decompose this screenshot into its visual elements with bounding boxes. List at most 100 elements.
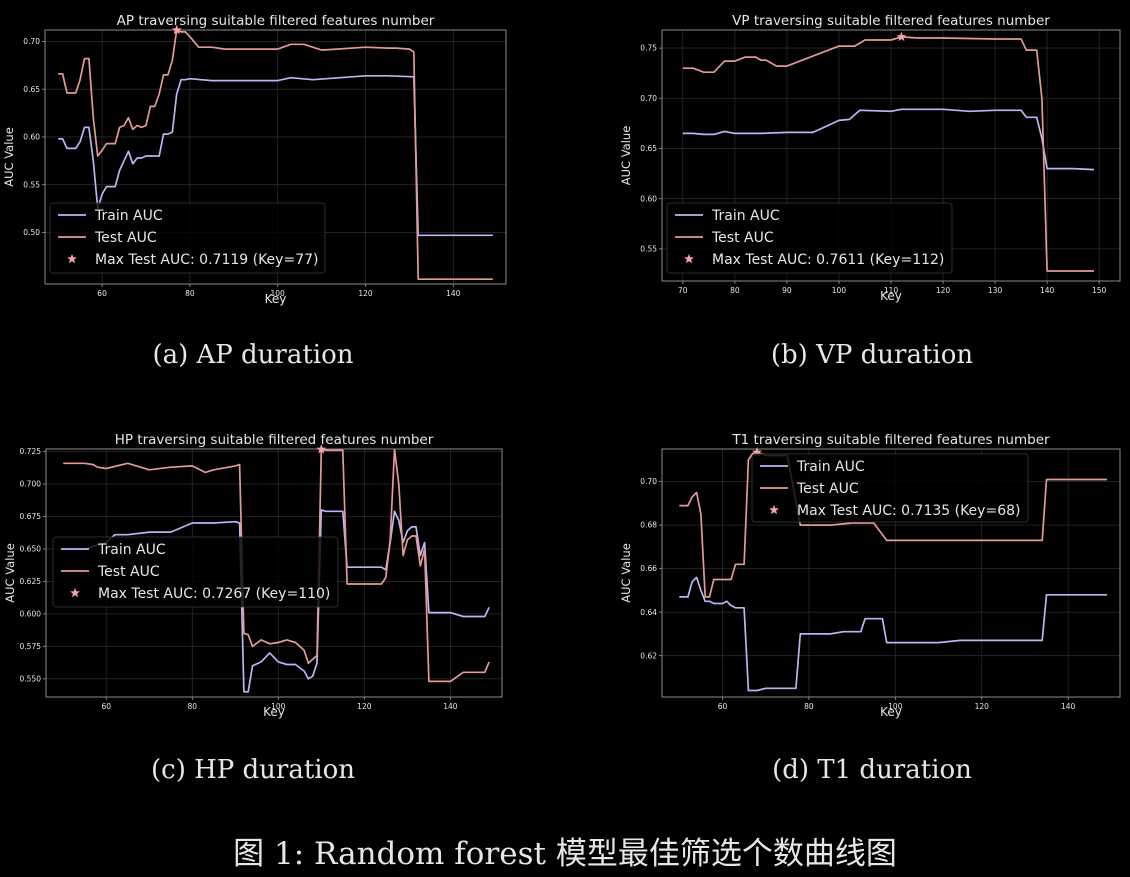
plot-frame: [44, 29, 507, 285]
chart-title: HP traversing suitable filtered features…: [115, 432, 434, 448]
legend-label-max: Max Test AUC: 0.7119 (Key=77): [95, 252, 318, 268]
y-tick-label: 0.650: [20, 545, 42, 554]
x-axis-label: Key: [263, 705, 285, 719]
x-tick-label: 80: [804, 702, 814, 711]
legend-star-icon: [67, 253, 77, 264]
chart-legend: Train AUC Test AUC Max Test AUC: 0.7135 (K…: [751, 453, 1029, 523]
legend-label: Test AUC: [711, 230, 774, 246]
y-tick-label: 0.66: [640, 564, 657, 573]
x-tick-label: 120: [357, 702, 372, 711]
plot-frame: [45, 448, 503, 698]
y-tick-label: 0.725: [20, 447, 42, 456]
y-axis-label: AUC Value: [619, 543, 633, 603]
x-tick-label: 140: [1061, 702, 1076, 711]
legend-label: Train AUC: [796, 459, 865, 475]
figure-caption: 图 1: Random forest 模型最佳筛选个数曲线图: [233, 836, 897, 872]
y-tick-label: 0.70: [640, 94, 657, 103]
chart-legend: Train AUC Test AUC Max Test AUC: 0.7611 (K…: [666, 202, 953, 274]
y-tick-label: 0.600: [20, 610, 42, 619]
x-tick-label: 80: [730, 286, 740, 295]
x-tick-label: 100: [832, 286, 847, 295]
legend-label-max: Max Test AUC: 0.7267 (Key=110): [98, 586, 330, 602]
legend-label-max: Max Test AUC: 0.7135 (Key=68): [797, 503, 1020, 519]
max-test-auc-marker: [752, 447, 762, 457]
chart-panel-0: 60 80 100 120 140 0.50 0.55 0.60 0.65 0.70 AP trav…: [2, 13, 507, 370]
y-tick-label: 0.64: [640, 608, 657, 617]
subfigure-caption: (d) T1 duration: [772, 755, 972, 785]
legend-box: [666, 202, 953, 274]
y-tick-label: 0.75: [640, 44, 657, 53]
series-line-train: [682, 108, 1095, 171]
series-line-test: [682, 36, 1094, 272]
legend-star-icon: [684, 253, 694, 264]
y-tick-label: 0.60: [640, 194, 657, 203]
subfigure-caption: (b) VP duration: [771, 340, 973, 370]
y-tick-label: 0.550: [20, 674, 42, 683]
y-axis-label: AUC Value: [2, 127, 16, 187]
y-tick-label: 0.70: [23, 37, 40, 46]
x-tick-label: 140: [1040, 286, 1055, 295]
x-axis-label: Key: [880, 705, 902, 719]
chart-title: VP traversing suitable filtered features…: [732, 13, 1050, 29]
legend-box: [49, 202, 326, 274]
legend-star-icon: [769, 504, 779, 515]
x-tick-label: 120: [358, 289, 373, 298]
y-tick-label: 0.70: [640, 477, 657, 486]
x-tick-label: 100: [271, 702, 286, 711]
legend-star-icon: [70, 587, 80, 598]
y-tick-label: 0.575: [20, 642, 42, 651]
y-tick-label: 0.675: [20, 512, 42, 521]
subfigure-caption: (c) HP duration: [151, 755, 355, 785]
legend-label: Test AUC: [94, 230, 157, 246]
x-tick-label: 80: [185, 289, 195, 298]
x-tick-label: 140: [443, 702, 458, 711]
y-tick-label: 0.625: [20, 577, 42, 586]
legend-label-max: Max Test AUC: 0.7611 (Key=112): [712, 252, 944, 268]
x-tick-label: 60: [97, 289, 107, 298]
chart-panel-2: 60 80 100 120 140 0.550 0.575 0.600 0.625 0.650 0.…: [3, 432, 503, 785]
x-tick-label: 90: [782, 286, 792, 295]
x-tick-label: 110: [884, 286, 899, 295]
chart-legend: Train AUC Test AUC Max Test AUC: 0.7267 (K…: [52, 536, 339, 608]
series-line-train: [63, 509, 490, 693]
subfigure-caption: (a) AP duration: [152, 340, 353, 370]
legend-label: Train AUC: [711, 208, 780, 224]
legend-box: [52, 536, 339, 608]
series-line-test: [63, 448, 490, 683]
x-tick-label: 70: [678, 286, 688, 295]
y-tick-label: 0.55: [23, 180, 40, 189]
chart-title: T1 traversing suitable filtered features…: [731, 432, 1050, 448]
legend-label: Train AUC: [97, 542, 166, 558]
y-tick-label: 0.65: [640, 144, 657, 153]
plot-frame: [661, 448, 1121, 698]
y-tick-label: 0.68: [640, 521, 657, 530]
y-tick-label: 0.55: [640, 244, 657, 253]
legend-label: Test AUC: [796, 481, 859, 497]
x-axis-label: Key: [265, 292, 287, 306]
y-tick-label: 0.700: [20, 480, 42, 489]
x-tick-label: 150: [1092, 286, 1107, 295]
x-tick-label: 100: [888, 702, 903, 711]
max-test-auc-marker: [171, 24, 182, 35]
x-tick-label: 80: [187, 702, 197, 711]
y-tick-label: 0.65: [23, 85, 40, 94]
x-tick-label: 120: [936, 286, 951, 295]
chart-panel-1: 70 80 90 100 110 120 130 140 150 0.55 0.60 0.65 0.70…: [619, 13, 1121, 370]
x-tick-label: 60: [101, 702, 111, 711]
y-tick-label: 0.62: [640, 651, 657, 660]
chart-panel-3: 60 80 100 120 140 0.62 0.64 0.66 0.68 0.70 T1 trav…: [619, 432, 1121, 785]
x-tick-label: 100: [271, 289, 286, 298]
y-axis-label: AUC Value: [3, 543, 17, 603]
x-tick-label: 120: [975, 702, 990, 711]
series-line-test: [58, 29, 493, 281]
chart-title: AP traversing suitable filtered features…: [117, 13, 435, 29]
x-tick-label: 60: [718, 702, 728, 711]
y-tick-label: 0.50: [23, 228, 40, 237]
y-axis-label: AUC Value: [619, 126, 633, 186]
legend-label: Train AUC: [94, 208, 163, 224]
chart-legend: Train AUC Test AUC Max Test AUC: 0.7119 (K…: [49, 202, 326, 274]
max-test-auc-marker: [316, 444, 327, 454]
series-line-train: [679, 576, 1107, 692]
series-line-train: [58, 74, 493, 237]
